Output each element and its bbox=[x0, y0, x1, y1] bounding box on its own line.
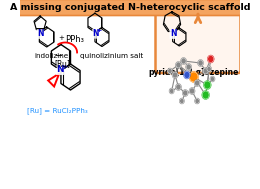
Text: PPh₃: PPh₃ bbox=[65, 35, 84, 44]
Circle shape bbox=[208, 56, 214, 63]
Circle shape bbox=[176, 62, 181, 68]
Circle shape bbox=[204, 81, 211, 89]
Circle shape bbox=[210, 77, 214, 81]
Text: +: + bbox=[61, 64, 67, 70]
Circle shape bbox=[170, 88, 174, 94]
Circle shape bbox=[183, 90, 188, 96]
Text: −: − bbox=[55, 51, 63, 61]
Text: indolizine: indolizine bbox=[35, 53, 69, 59]
Circle shape bbox=[202, 91, 209, 99]
Text: +: + bbox=[58, 36, 64, 42]
Circle shape bbox=[207, 67, 211, 71]
Text: +: + bbox=[96, 28, 101, 33]
Text: N: N bbox=[37, 29, 43, 39]
Circle shape bbox=[186, 64, 191, 70]
Text: N: N bbox=[56, 66, 64, 74]
Circle shape bbox=[203, 68, 208, 74]
Circle shape bbox=[190, 72, 198, 82]
FancyBboxPatch shape bbox=[19, 0, 241, 15]
Text: [Ru]: [Ru] bbox=[55, 60, 71, 68]
Text: N: N bbox=[170, 29, 176, 39]
Circle shape bbox=[181, 58, 186, 64]
Circle shape bbox=[190, 88, 194, 94]
Circle shape bbox=[198, 60, 203, 66]
Circle shape bbox=[184, 71, 190, 78]
Text: pyrido[1,2-α]azepine: pyrido[1,2-α]azepine bbox=[148, 68, 239, 77]
Circle shape bbox=[176, 84, 181, 90]
Circle shape bbox=[195, 98, 199, 104]
Circle shape bbox=[172, 72, 178, 78]
Text: quinolizinium salt: quinolizinium salt bbox=[80, 53, 143, 59]
Text: A missing conjugated N-heterocyclic scaffold: A missing conjugated N-heterocyclic scaf… bbox=[10, 3, 250, 12]
FancyBboxPatch shape bbox=[155, 12, 240, 73]
Text: N: N bbox=[93, 29, 99, 38]
Text: [Ru] = RuCl₂PPh₃: [Ru] = RuCl₂PPh₃ bbox=[27, 108, 88, 114]
Circle shape bbox=[168, 68, 172, 74]
Circle shape bbox=[194, 80, 200, 86]
Circle shape bbox=[180, 98, 184, 104]
